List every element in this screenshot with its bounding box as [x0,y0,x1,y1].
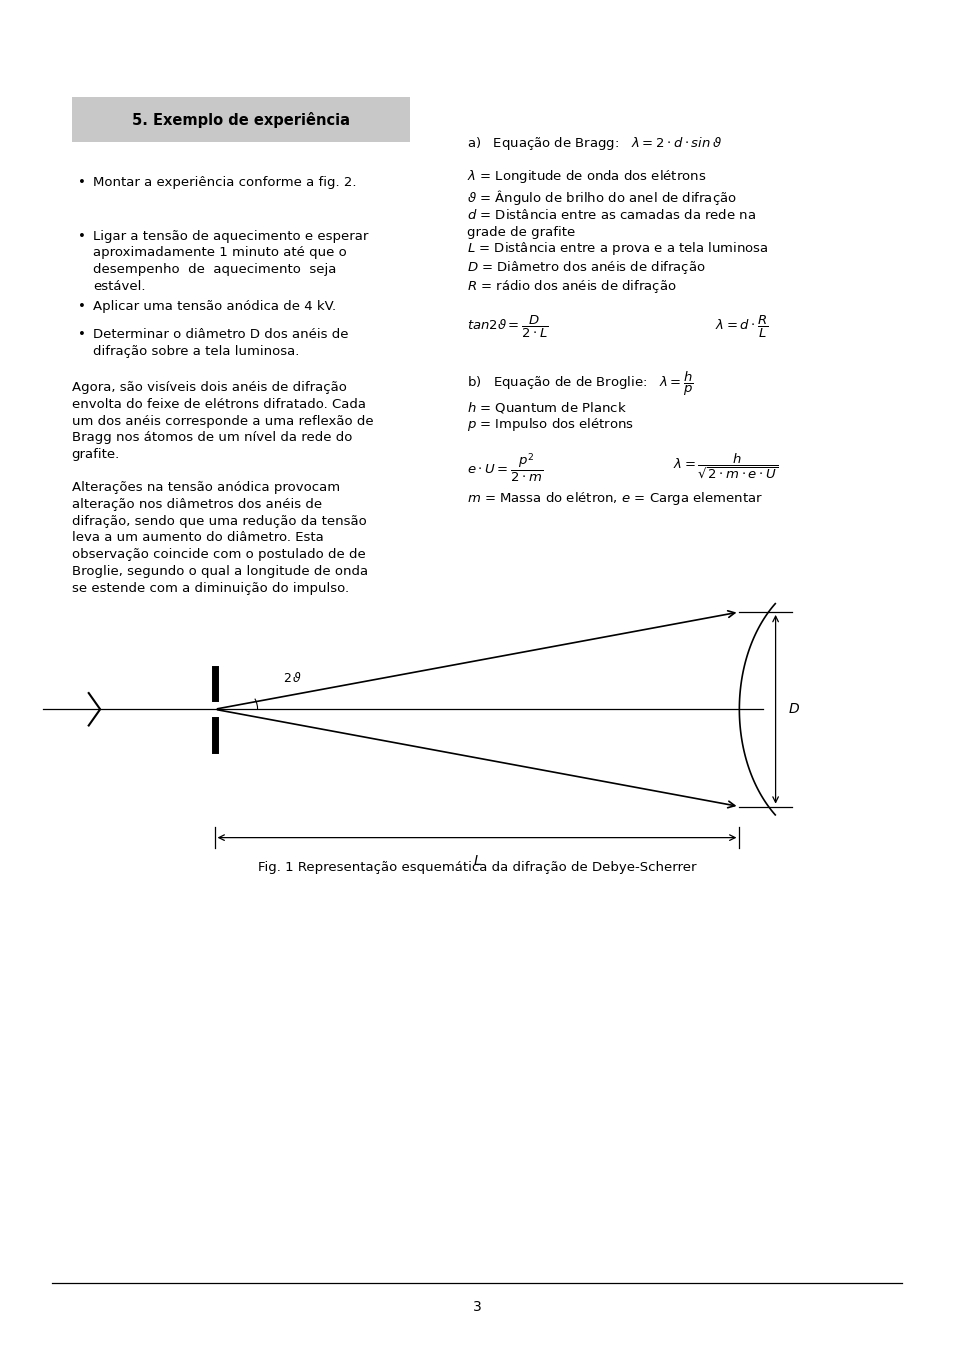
Text: $\lambda$ = Longitude de onda dos elétrons: $\lambda$ = Longitude de onda dos elétro… [467,168,706,185]
Text: Alterações na tensão anódica provocam
alteração nos diâmetros dos anéis de
difra: Alterações na tensão anódica provocam al… [71,481,367,594]
Text: b)   Equação de de Broglie:   $\lambda = \dfrac{h}{p}$: b) Equação de de Broglie: $\lambda = \df… [467,370,694,399]
Text: •: • [78,300,86,313]
Text: $D$: $D$ [787,703,800,716]
Text: $m$ = Massa do elétron, $e$ = Carga elementar: $m$ = Massa do elétron, $e$ = Carga elem… [467,490,762,508]
Text: a)   Equação de Bragg:   $\lambda = 2 \cdot d \cdot sin\,\vartheta$: a) Equação de Bragg: $\lambda = 2 \cdot … [467,135,721,153]
Text: $2\,\vartheta$: $2\,\vartheta$ [283,671,302,685]
Text: 3: 3 [472,1300,481,1313]
Text: 5. Exemplo de experiência: 5. Exemplo de experiência [132,112,350,127]
Text: $L$ = Distância entre a prova e a tela luminosa: $L$ = Distância entre a prova e a tela l… [467,240,768,258]
Text: $\lambda = \dfrac{h}{\sqrt{2 \cdot m \cdot e \cdot U}}$: $\lambda = \dfrac{h}{\sqrt{2 \cdot m \cd… [672,451,778,481]
Text: $D$ = Diâmetro dos anéis de difração: $D$ = Diâmetro dos anéis de difração [467,259,705,277]
Text: Aplicar uma tensão anódica de 4 kV.: Aplicar uma tensão anódica de 4 kV. [93,300,336,313]
Text: $p$ = Impulso dos elétrons: $p$ = Impulso dos elétrons [467,416,634,434]
Text: $\vartheta$ = Ângulo de brilho do anel de difração: $\vartheta$ = Ângulo de brilho do anel d… [467,188,737,207]
Text: Fig. 1 Representação esquemática da difração de Debye-Scherrer: Fig. 1 Representação esquemática da difr… [257,861,696,874]
Text: Montar a experiência conforme a fig. 2.: Montar a experiência conforme a fig. 2. [93,176,356,189]
Text: •: • [78,176,86,189]
Text: Determinar o diâmetro D dos anéis de
difração sobre a tela luminosa.: Determinar o diâmetro D dos anéis de dif… [93,328,349,358]
Text: Agora, são visíveis dois anéis de difração
envolta do feixe de elétrons difratad: Agora, são visíveis dois anéis de difraç… [71,381,373,461]
Text: $L$: $L$ [472,854,481,867]
Text: Ligar a tensão de aquecimento e esperar
aproximadamente 1 minuto até que o
desem: Ligar a tensão de aquecimento e esperar … [93,230,369,293]
Text: •: • [78,230,86,243]
Text: $h$ = Quantum de Planck: $h$ = Quantum de Planck [467,400,627,415]
Text: $R$ = rádio dos anéis de difração: $R$ = rádio dos anéis de difração [467,278,677,296]
FancyBboxPatch shape [71,97,410,142]
Text: •: • [78,328,86,342]
Text: $\lambda = d \cdot \dfrac{R}{L}$: $\lambda = d \cdot \dfrac{R}{L}$ [715,313,768,339]
Text: $d$ = Distância entre as camadas da rede na
grade de grafite: $d$ = Distância entre as camadas da rede… [467,208,756,239]
Text: $tan2\vartheta = \dfrac{D}{2 \cdot L}$: $tan2\vartheta = \dfrac{D}{2 \cdot L}$ [467,313,549,339]
Text: $e \cdot U = \dfrac{p^2}{2 \cdot m}$: $e \cdot U = \dfrac{p^2}{2 \cdot m}$ [467,451,543,484]
